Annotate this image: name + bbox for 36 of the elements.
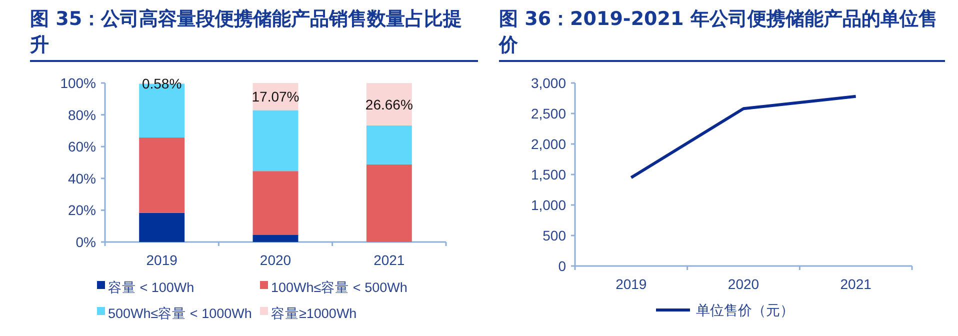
bar <box>139 138 185 213</box>
y-tick-label: 0% <box>76 234 96 250</box>
y-tick-label: 20% <box>68 202 96 218</box>
bar <box>252 171 298 235</box>
chart-title: 图 36：2019-2021 年公司便携储能产品的单位售价 <box>499 6 945 62</box>
y-tick-label: 80% <box>68 106 96 123</box>
legend-label: 容量 < 100Wh <box>108 280 194 295</box>
y-tick-label: 500 <box>542 228 566 244</box>
y-tick-label: 2,500 <box>530 106 566 122</box>
legend-label: 单位售价（元） <box>696 302 794 318</box>
y-tick-label: 1,500 <box>530 166 566 182</box>
y-tick-label: 60% <box>68 138 96 155</box>
bar <box>366 164 412 242</box>
legend-label: 100Wh≤容量 < 500Wh <box>271 280 408 295</box>
x-tick-label: 2021 <box>374 252 405 268</box>
y-tick-label: 0 <box>558 258 566 274</box>
chart-title: 图 35：公司高容量段便携储能产品销售数量占比提升 <box>30 6 478 62</box>
x-tick-label: 2020 <box>728 276 760 292</box>
y-tick-label: 2,000 <box>530 136 566 152</box>
x-tick-label: 2019 <box>146 252 178 268</box>
bar <box>139 212 185 242</box>
y-tick-label: 3,000 <box>530 75 566 91</box>
data-label: 0.58% <box>142 75 182 92</box>
x-tick-label: 2020 <box>260 252 292 268</box>
data-label: 17.07% <box>252 88 300 105</box>
x-tick-label: 2021 <box>840 276 872 292</box>
y-tick-label: 40% <box>68 170 96 186</box>
x-tick-label: 2019 <box>616 276 647 292</box>
y-tick-label: 1,000 <box>530 197 566 213</box>
bar <box>252 110 298 172</box>
legend-label: 容量≥1000Wh <box>271 306 357 321</box>
legend-label: 500Wh≤容量 < 1000Wh <box>108 306 252 321</box>
bar <box>252 234 298 242</box>
bar <box>366 125 412 164</box>
y-tick-label: 100% <box>60 75 96 91</box>
data-label: 26.66% <box>365 96 413 112</box>
